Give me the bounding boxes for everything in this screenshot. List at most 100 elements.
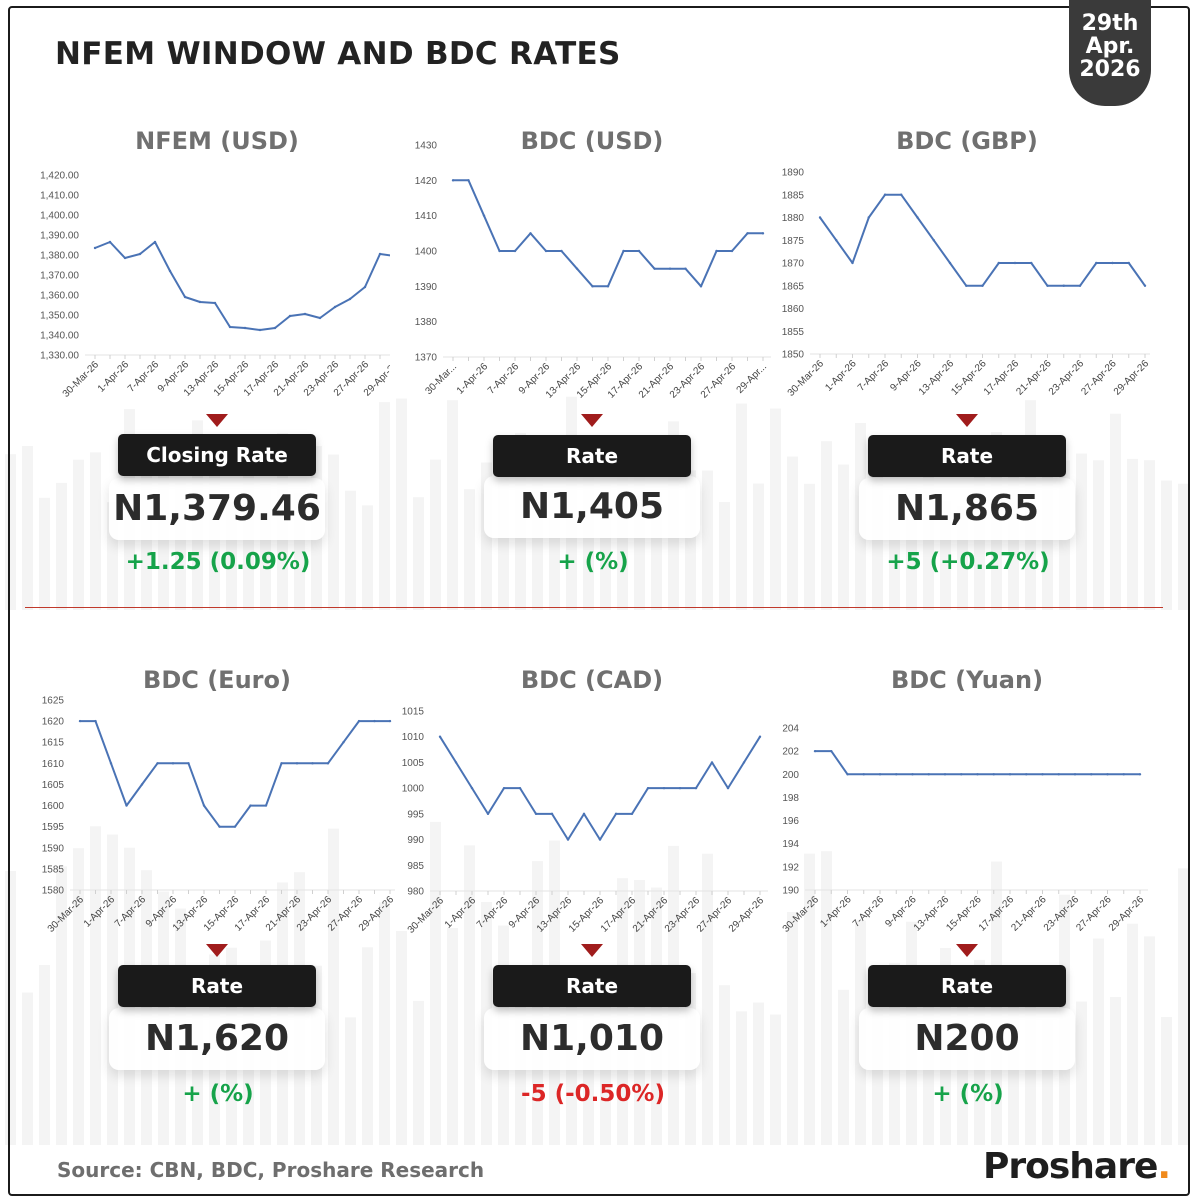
background-bar	[362, 947, 373, 1145]
background-bar	[107, 502, 118, 610]
page-title: NFEM WINDOW AND BDC RATES	[55, 36, 621, 72]
change-bdc-cad: -5 (-0.50%)	[521, 1081, 665, 1107]
data-point	[976, 773, 979, 776]
background-bar	[634, 472, 645, 610]
background-bar	[1076, 453, 1087, 610]
down-marker-icon	[206, 944, 228, 957]
background-bar	[1127, 923, 1138, 1145]
y-tick-label: 1005	[402, 758, 425, 769]
y-tick-label: 1610	[42, 759, 65, 770]
page-frame	[8, 6, 1190, 1196]
panel-title-bdc-euro: BDC (Euro)	[143, 666, 291, 694]
x-tick-label: 7-Apr-26	[856, 358, 892, 394]
y-tick-label: 1,420.00	[40, 171, 79, 182]
logo-dot: .	[1157, 1146, 1171, 1187]
data-point	[895, 773, 898, 776]
y-tick-label: 1,370.00	[40, 271, 79, 282]
data-point	[813, 749, 817, 753]
data-point	[318, 316, 322, 320]
data-point	[303, 312, 307, 316]
background-bar	[1076, 1001, 1087, 1145]
y-tick-label: 980	[407, 887, 424, 898]
y-tick-label: 1380	[415, 317, 438, 328]
data-point	[373, 719, 376, 723]
y-tick-label: 1,410.00	[40, 191, 79, 202]
data-point	[653, 267, 656, 270]
background-bar	[413, 497, 424, 610]
background-bar	[838, 464, 849, 610]
background-bar	[1178, 483, 1189, 610]
background-bar	[804, 483, 815, 610]
date-month: Apr.	[1085, 34, 1135, 59]
data-point	[1143, 284, 1147, 287]
rate-label-bdc-euro: Rate	[118, 965, 316, 1007]
y-tick-label: 1,380.00	[40, 251, 79, 262]
y-tick-label: 1420	[415, 176, 438, 187]
down-marker-icon	[581, 944, 603, 957]
background-bar	[379, 902, 390, 1145]
data-point	[388, 719, 392, 723]
change-bdc-usd: + (%)	[557, 549, 629, 575]
data-point	[932, 239, 935, 242]
data-point	[213, 301, 217, 305]
data-point	[1138, 773, 1142, 776]
x-tick-label: 29-Apr...	[735, 361, 770, 396]
data-point	[699, 285, 703, 288]
data-point	[228, 325, 232, 329]
x-tick-label: 7-Apr-26	[126, 359, 162, 395]
background-bar	[736, 403, 747, 610]
panel-title-nfem-usd: NFEM (USD)	[135, 127, 299, 155]
data-point	[326, 762, 330, 765]
data-point	[470, 786, 474, 790]
data-point	[544, 249, 548, 253]
y-tick-label: 995	[407, 809, 424, 820]
background-bar	[651, 493, 662, 610]
data-point	[280, 762, 283, 765]
y-tick-label: 1390	[415, 282, 438, 293]
background-bar	[906, 485, 917, 610]
y-tick-label: 985	[407, 861, 424, 872]
data-point	[454, 761, 458, 764]
background-bar	[107, 834, 118, 1145]
data-point	[258, 328, 262, 332]
background-bar	[838, 989, 849, 1145]
rate-label-bdc-yuan: Rate	[868, 965, 1066, 1007]
down-marker-icon	[956, 944, 978, 957]
data-point	[156, 762, 159, 765]
series-line	[80, 720, 390, 828]
background-bar	[753, 1002, 764, 1145]
data-point	[662, 786, 666, 790]
background-bar	[73, 459, 84, 610]
data-point	[867, 216, 870, 219]
data-point	[108, 240, 112, 244]
background-bar	[719, 501, 730, 610]
y-tick-label: 202	[782, 747, 799, 758]
data-point	[187, 762, 190, 765]
background-bar	[923, 1006, 934, 1145]
series-line	[819, 193, 1146, 287]
data-point	[249, 804, 252, 807]
background-bar	[736, 1011, 747, 1145]
y-tick-label: 1860	[782, 304, 805, 315]
background-bar	[39, 965, 50, 1145]
background-bar	[39, 497, 50, 610]
y-tick-label: 1400	[415, 247, 438, 258]
data-point	[1095, 261, 1098, 265]
logo-text: Proshare	[983, 1146, 1158, 1187]
background-bar	[600, 484, 611, 610]
rate-value-bdc-euro: N1,620	[109, 1008, 325, 1070]
data-point	[1057, 773, 1060, 776]
data-point	[830, 749, 833, 753]
rate-label-bdc-cad: Rate	[493, 965, 691, 1007]
x-tick-label: 30-Mar-26	[61, 359, 102, 400]
data-point	[591, 285, 594, 288]
data-point	[575, 267, 579, 270]
data-point	[518, 786, 522, 790]
y-tick-label: 1410	[415, 211, 438, 222]
background-bar	[1127, 458, 1138, 610]
x-tick-label: 1-Apr-26	[443, 895, 479, 931]
y-tick-label: 1885	[782, 190, 805, 201]
y-tick-label: 1580	[42, 886, 65, 897]
data-point	[668, 267, 672, 270]
background-bar	[464, 845, 475, 1145]
